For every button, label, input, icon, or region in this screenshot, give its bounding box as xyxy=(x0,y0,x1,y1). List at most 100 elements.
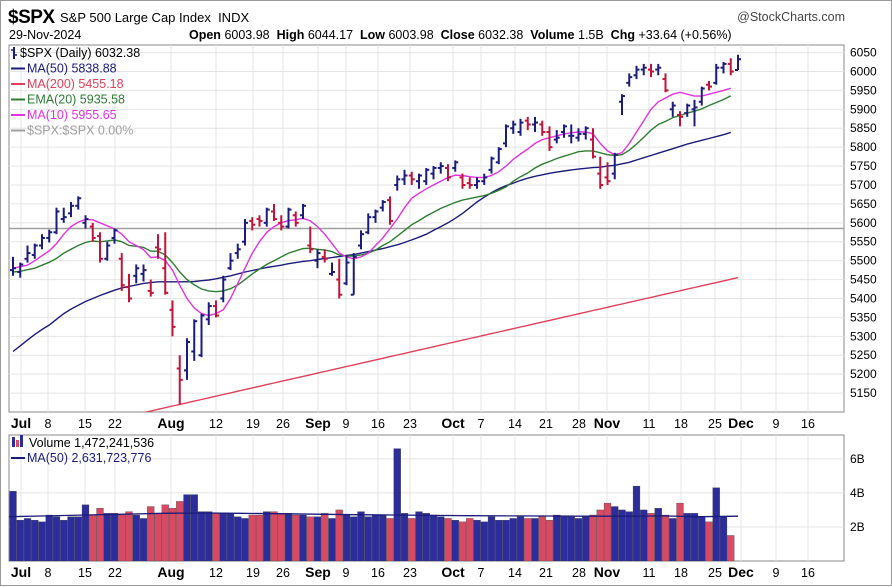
volume-x-tick-label: 11 xyxy=(643,566,656,580)
ma10-line xyxy=(12,87,731,317)
volume-bar xyxy=(364,516,372,562)
volume-x-tick-label: 15 xyxy=(78,566,92,580)
volume-bar xyxy=(335,509,343,562)
volume-bar xyxy=(386,518,394,562)
volume-bar xyxy=(255,514,264,562)
ohlc-bar xyxy=(481,173,488,185)
price-x-tick-label: Sep xyxy=(305,415,331,431)
volume-bar xyxy=(183,494,191,562)
volume-bar xyxy=(654,508,662,562)
volume-x-tick-label: Aug xyxy=(157,564,184,580)
ohlc-bar xyxy=(97,232,103,263)
volume-bar xyxy=(509,518,517,562)
ohlc-bar xyxy=(140,264,147,282)
price-tick-label: 5550 xyxy=(850,235,877,249)
volume-bar xyxy=(625,511,633,562)
ohlc-bar xyxy=(234,243,241,259)
ohlc-bar xyxy=(459,173,466,189)
price-tick-label: 5400 xyxy=(850,291,877,305)
ohlc-bar xyxy=(452,160,459,172)
volume-x-tick-label: 14 xyxy=(508,566,522,580)
volume-bar xyxy=(669,518,677,562)
volume-bar xyxy=(96,508,104,562)
ohlc-bar xyxy=(285,207,292,229)
volume-bar xyxy=(176,501,184,562)
volume-bar xyxy=(487,516,496,562)
volume-bar xyxy=(618,509,626,562)
ohlc-bar xyxy=(735,54,741,71)
price-x-tick-label: Oct xyxy=(441,415,465,431)
price-tick-label: 5500 xyxy=(850,254,877,268)
ohlc-bar xyxy=(46,229,53,243)
volume-bar xyxy=(219,513,227,562)
ohlc-bar xyxy=(220,275,227,303)
ohlc-bar xyxy=(336,258,343,299)
ohlc-bar xyxy=(698,86,705,106)
volume-x-tick-label: 18 xyxy=(674,566,688,580)
volume-x-tick-label: Jul xyxy=(11,564,31,580)
volume-bar xyxy=(676,502,684,562)
volume-bar xyxy=(263,511,271,562)
volume-bar xyxy=(531,518,539,562)
stockcharts-logo[interactable]: @StockCharts.com xyxy=(737,10,845,24)
ohlc-bar xyxy=(727,58,734,76)
ohlc-bar xyxy=(437,162,444,174)
legend-item-ma10: MA(10) 5955.65 xyxy=(11,108,117,122)
volume-bar xyxy=(473,519,481,562)
ohlc-bar xyxy=(394,175,401,191)
ohlc-bar xyxy=(684,103,691,117)
volume-tick-label: 2B xyxy=(850,520,865,534)
chart-date: 29-Nov-2024 xyxy=(9,28,82,42)
ohlc-bar xyxy=(416,173,422,189)
volume-bar xyxy=(299,514,307,562)
price-tick-label: 5850 xyxy=(850,121,877,135)
price-tick-label: 5200 xyxy=(850,367,877,381)
ohlc-bar xyxy=(568,124,575,144)
ohlc-bar xyxy=(104,241,111,261)
ohlc-bar xyxy=(553,130,560,144)
volume-legend-label-volume: Volume 1,472,241,536 xyxy=(29,436,154,450)
ohlc-bar xyxy=(329,262,335,276)
ohlc-bar xyxy=(546,126,553,151)
volume-bar xyxy=(690,513,699,562)
volume-bar xyxy=(313,516,322,562)
ohlc-bar xyxy=(68,202,74,218)
price-tick-label: 5750 xyxy=(850,159,877,173)
volume-bar xyxy=(712,487,720,562)
volume-x-tick-label: 16 xyxy=(801,566,815,580)
ohlc-bar xyxy=(343,254,350,286)
legend-label-ema20: EMA(20) 5935.58 xyxy=(27,93,125,107)
ohlc-bar xyxy=(176,355,183,405)
volume-bar xyxy=(596,509,604,562)
volume-bar xyxy=(284,513,293,562)
volume-bar xyxy=(248,514,256,562)
volume-bar xyxy=(23,518,32,562)
volume-bar xyxy=(67,516,75,562)
volume-bar xyxy=(560,516,568,562)
volume-x-tick-label: 9 xyxy=(343,566,350,580)
ohlc-bar xyxy=(278,215,285,231)
ohlc-bar xyxy=(669,101,676,117)
volume-legend-icon xyxy=(20,435,23,447)
ohlc-bar xyxy=(662,73,669,93)
price-x-tick-label: 16 xyxy=(371,417,385,431)
ohlc-bar xyxy=(271,203,277,221)
ohlc-bar xyxy=(691,99,698,127)
price-x-tick-label: 9 xyxy=(343,417,350,431)
ohlc-bar xyxy=(365,213,372,235)
volume-bar xyxy=(60,519,68,562)
ohlc-bar xyxy=(31,243,38,259)
ohlc-bar xyxy=(39,234,45,250)
ohlc-bar xyxy=(445,164,451,182)
ohlc-bar xyxy=(720,62,727,74)
volume-x-tick-label: 23 xyxy=(403,566,417,580)
ohlc-bar xyxy=(379,200,386,212)
price-x-tick-label: 19 xyxy=(246,417,260,431)
ohlc-bar xyxy=(249,217,256,231)
volume-bar xyxy=(292,514,300,562)
ohlc-bar xyxy=(604,162,611,185)
ohlc-bar xyxy=(350,253,357,296)
volume-bar xyxy=(589,514,597,562)
price-x-tick-label: 11 xyxy=(643,417,656,431)
